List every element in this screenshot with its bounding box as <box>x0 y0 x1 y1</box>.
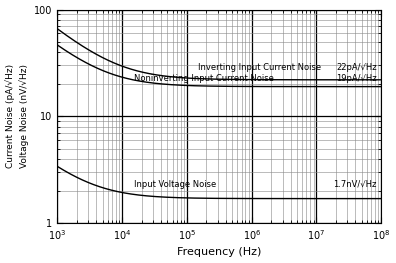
X-axis label: Frequency (Hz): Frequency (Hz) <box>177 247 261 257</box>
Text: Inverting Input Current Noise: Inverting Input Current Noise <box>198 63 322 72</box>
Text: 22pA/√Hz: 22pA/√Hz <box>336 63 377 72</box>
Text: 1.7nV/√Hz: 1.7nV/√Hz <box>333 180 377 189</box>
Text: Noninverting Input Current Noise: Noninverting Input Current Noise <box>133 74 274 83</box>
Text: 19pA/√Hz: 19pA/√Hz <box>336 74 377 83</box>
Text: Input Voltage Noise: Input Voltage Noise <box>133 180 216 189</box>
Y-axis label: Current Noise (pA/√Hz)
Voltage Noise (nV/√Hz): Current Noise (pA/√Hz) Voltage Noise (nV… <box>6 64 29 169</box>
